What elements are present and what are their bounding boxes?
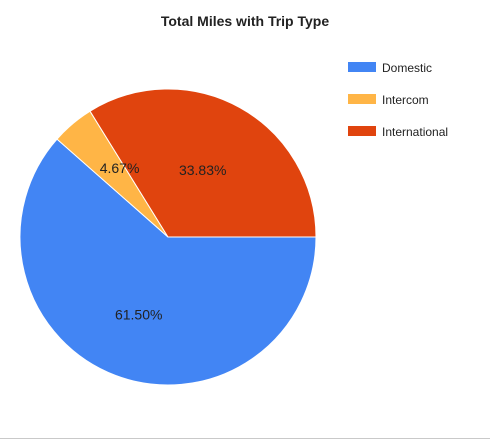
pie-slices bbox=[19, 88, 317, 386]
slice-labels: 61.50% 4.67% 33.83% bbox=[100, 160, 227, 323]
legend-swatch-intercom bbox=[348, 94, 376, 104]
chart-title: Total Miles with Trip Type bbox=[161, 13, 329, 29]
pie-slice-international[interactable] bbox=[89, 88, 317, 238]
legend-swatch-domestic bbox=[348, 62, 376, 72]
slice-label-international: 33.83% bbox=[179, 162, 226, 178]
bottom-divider bbox=[0, 438, 490, 439]
legend: Domestic Intercom International bbox=[348, 61, 448, 139]
legend-label-domestic: Domestic bbox=[382, 61, 432, 75]
slice-label-intercom: 4.67% bbox=[100, 160, 140, 176]
legend-label-intercom: Intercom bbox=[382, 93, 429, 107]
slice-label-domestic: 61.50% bbox=[115, 307, 162, 323]
legend-swatch-international bbox=[348, 126, 376, 136]
pie-slice-domestic[interactable] bbox=[19, 138, 317, 386]
legend-label-international: International bbox=[382, 125, 448, 139]
